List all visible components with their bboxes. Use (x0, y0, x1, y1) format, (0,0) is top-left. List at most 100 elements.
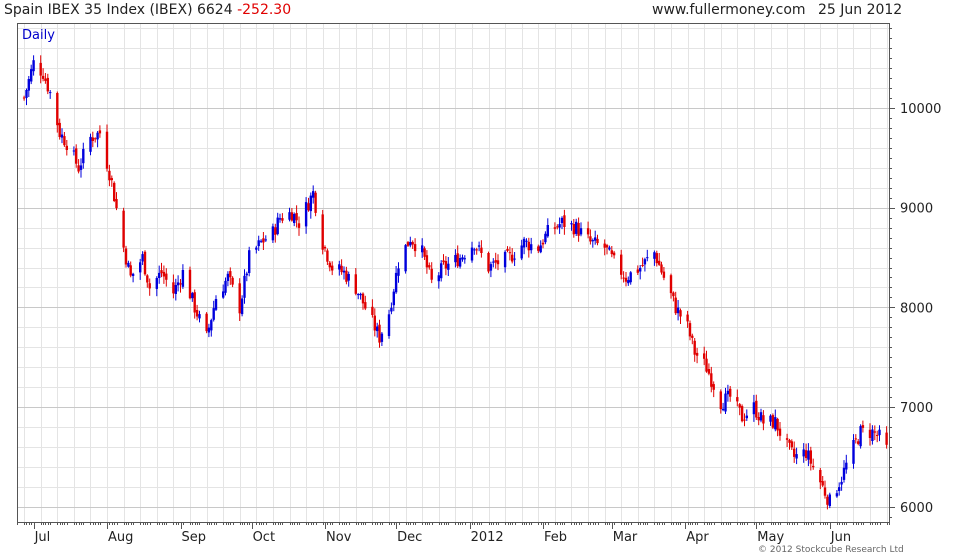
candle-body (229, 271, 232, 278)
candle-body (129, 265, 132, 276)
candle-body (771, 415, 775, 428)
candle-body (577, 223, 580, 236)
candle-body (115, 199, 118, 209)
candle-body (885, 432, 888, 445)
candle-body (139, 262, 142, 273)
candle-body (556, 226, 559, 228)
candle-body (511, 254, 514, 262)
candle-body (65, 145, 68, 150)
candle-body (89, 136, 92, 152)
candle-body (364, 302, 367, 309)
candle-body (823, 487, 827, 496)
candle-body (75, 148, 78, 164)
candle-body (520, 245, 523, 259)
candle-body (639, 267, 642, 272)
candle-body (91, 137, 94, 141)
candle-body (297, 223, 301, 228)
candle-body (293, 214, 296, 223)
candle-body (859, 426, 862, 447)
candle-body (331, 265, 334, 271)
candle-body (288, 212, 291, 220)
candle-body (608, 247, 611, 250)
candle-body (840, 481, 843, 485)
candle-body (658, 260, 661, 265)
candle-body (274, 227, 277, 235)
candle-body (113, 182, 116, 201)
candle-body (392, 291, 395, 306)
candle-body (835, 493, 839, 497)
candle-body (745, 415, 748, 419)
candle-body (828, 494, 831, 506)
candle-body (314, 192, 317, 213)
candle-body (342, 270, 346, 273)
candle-body (442, 260, 445, 263)
candle-body (496, 260, 500, 265)
candle-body (357, 294, 360, 296)
candle-body (413, 244, 417, 252)
candle-body (155, 278, 158, 289)
candle-body (854, 438, 857, 440)
candle-body (873, 431, 876, 433)
candle-body (222, 291, 225, 298)
candle-body (868, 429, 872, 438)
candle-body (231, 277, 234, 285)
candle-body (77, 165, 80, 172)
candle-body (245, 273, 248, 276)
candle-body (558, 224, 561, 228)
x-tick-label: Sep (182, 530, 207, 545)
candle-body (586, 228, 590, 235)
candle-body (143, 251, 147, 275)
candle-body (676, 307, 680, 314)
candle-body (146, 275, 149, 283)
candle-body (212, 308, 215, 320)
candle-body (176, 282, 180, 286)
candle-body (610, 250, 613, 255)
candle-body (58, 122, 61, 137)
candle-body (804, 450, 808, 458)
candle-body (255, 247, 258, 250)
candle-body (148, 283, 151, 289)
candle-body (461, 257, 464, 260)
candle-body (724, 393, 727, 412)
candle-body (44, 78, 47, 81)
candle-body (790, 441, 793, 448)
candle-body (560, 217, 564, 223)
x-tick-label: Dec (397, 530, 422, 545)
candle-body (719, 391, 722, 410)
candle-body (307, 203, 310, 211)
candle-body (579, 228, 583, 235)
candle-body (707, 369, 711, 374)
candle-body (819, 470, 822, 483)
candle-body (838, 487, 841, 491)
candle-body (537, 246, 540, 251)
candle-body (660, 264, 663, 273)
candle-body (376, 326, 379, 332)
candle-body (691, 335, 694, 338)
candle-body (575, 221, 578, 234)
candle-body (191, 293, 194, 299)
candle-body (25, 90, 28, 98)
candle-body (757, 417, 760, 421)
price-change: -252.30 (237, 2, 292, 18)
candle-body (56, 93, 59, 126)
candle-body (141, 254, 144, 262)
candle-body (22, 97, 26, 99)
candle-body (373, 315, 376, 331)
candle-body (636, 269, 639, 273)
candle-body (672, 292, 675, 297)
candle-body (243, 275, 246, 298)
candle-body (570, 223, 573, 225)
candle-body (802, 449, 805, 457)
x-tick-label: Oct (253, 530, 275, 545)
candle-body (82, 148, 85, 164)
candle-body (248, 250, 251, 273)
candle-body (404, 245, 407, 272)
candle-body (475, 249, 478, 251)
candle-body (541, 242, 545, 245)
candle-body (323, 247, 327, 249)
candle-body (513, 258, 516, 260)
candle-body (572, 224, 575, 235)
candle-body (620, 254, 623, 275)
candle-body (525, 240, 528, 242)
